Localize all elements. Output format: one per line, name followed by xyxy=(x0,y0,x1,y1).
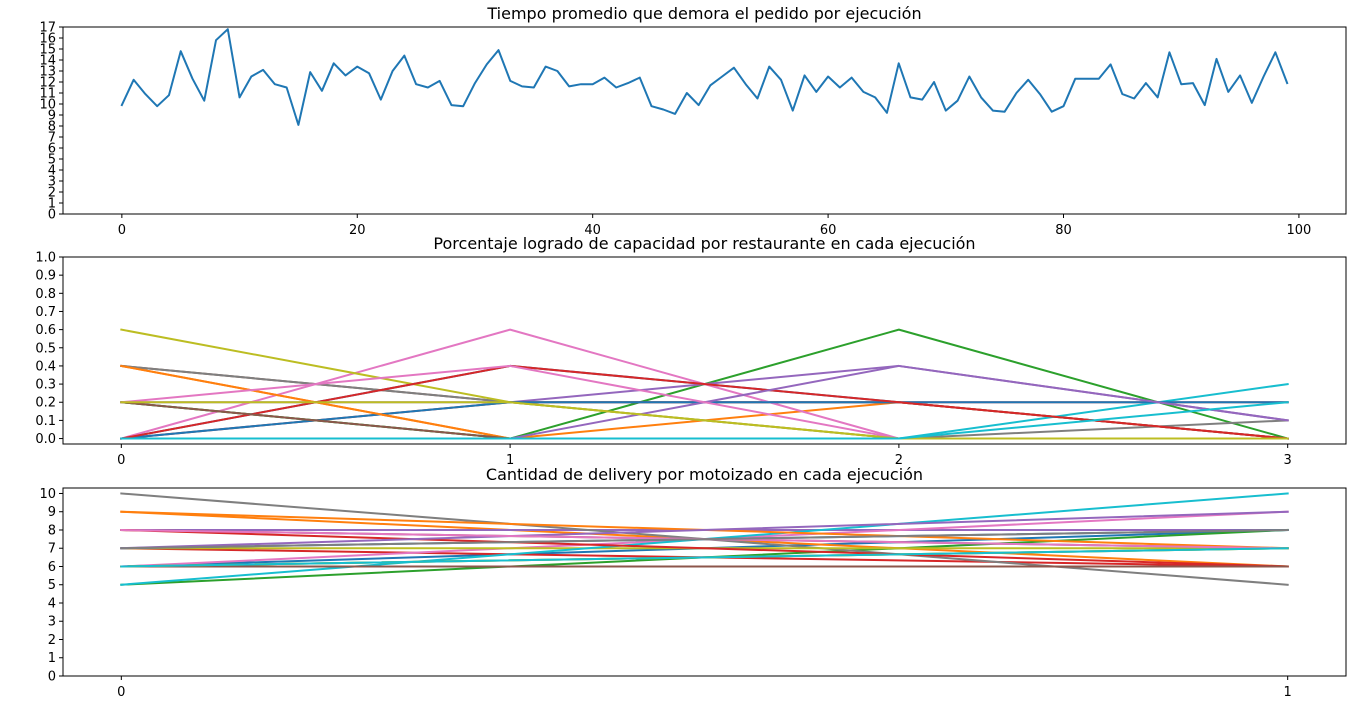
y-tick-label: 2 xyxy=(48,633,56,648)
y-tick-label: 9 xyxy=(48,109,56,124)
axes-frame xyxy=(62,487,1347,677)
y-tick-label: 0.7 xyxy=(35,305,56,320)
y-tick-label: 0.2 xyxy=(35,396,56,411)
x-tick-label: 0 xyxy=(117,685,125,700)
y-tick-label: 3 xyxy=(48,175,56,190)
y-tick-label: 1 xyxy=(48,197,56,212)
chart-title: Tiempo promedio que demora el pedido por… xyxy=(486,4,921,23)
chart-panel-2: Porcentaje logrado de capacidad por rest… xyxy=(35,234,1347,468)
y-tick-label: 12 xyxy=(39,76,56,91)
x-tick-label: 1 xyxy=(1284,685,1292,700)
y-tick-label: 0.4 xyxy=(35,359,56,374)
y-tick-label: 0 xyxy=(48,208,56,223)
y-tick-label: 0.1 xyxy=(35,414,56,429)
x-tick-label: 20 xyxy=(349,223,366,238)
x-tick-label: 100 xyxy=(1287,223,1312,238)
y-tick-label: 7 xyxy=(48,542,56,557)
series-group xyxy=(120,28,1289,126)
chart-title: Porcentaje logrado de capacidad por rest… xyxy=(433,234,975,253)
y-tick-label: 0.6 xyxy=(35,323,56,338)
y-tick-label: 1 xyxy=(48,651,56,666)
y-tick-label: 4 xyxy=(48,596,56,611)
y-tick-label: 6 xyxy=(48,142,56,157)
y-tick-label: 8 xyxy=(48,120,56,135)
series-group xyxy=(120,492,1289,586)
x-tick-label: 3 xyxy=(1284,453,1292,468)
y-tick-label: 6 xyxy=(48,560,56,575)
y-tick-label: 0.5 xyxy=(35,341,56,356)
series-group xyxy=(120,328,1289,440)
y-tick-label: 17 xyxy=(39,21,56,36)
series-line-10 xyxy=(120,382,1289,440)
y-tick-label: 8 xyxy=(48,523,56,538)
y-tick-label: 1.0 xyxy=(35,251,56,266)
y-tick-label: 9 xyxy=(48,505,56,520)
y-tick-label: 16 xyxy=(39,32,56,47)
series-line-20 xyxy=(120,401,1289,440)
y-tick-label: 0 xyxy=(48,670,56,685)
series-line-19 xyxy=(120,401,1289,440)
chart-panel-3: Cantidad de delivery por motoizado en ca… xyxy=(39,465,1347,700)
x-tick-label: 0 xyxy=(118,223,126,238)
y-tick-label: 5 xyxy=(48,153,56,168)
x-tick-label: 80 xyxy=(1055,223,1072,238)
series-line-20 xyxy=(120,547,1289,568)
chart-panel-1: Tiempo promedio que demora el pedido por… xyxy=(39,4,1347,238)
series-line-15 xyxy=(120,510,1289,550)
y-tick-label: 3 xyxy=(48,615,56,630)
series-line-14 xyxy=(120,528,1289,568)
x-tick-label: 0 xyxy=(117,453,125,468)
y-tick-label: 7 xyxy=(48,131,56,146)
y-tick-label: 0.0 xyxy=(35,432,56,447)
x-tick-label: 1 xyxy=(506,453,514,468)
y-tick-label: 4 xyxy=(48,164,56,179)
x-tick-label: 60 xyxy=(820,223,837,238)
series-line-5 xyxy=(120,364,1289,422)
y-tick-label: 0.3 xyxy=(35,378,56,393)
y-tick-label: 14 xyxy=(39,54,56,69)
y-tick-label: 0.9 xyxy=(35,269,56,284)
y-tick-label: 13 xyxy=(39,65,56,80)
x-tick-label: 2 xyxy=(895,453,903,468)
y-tick-label: 2 xyxy=(48,186,56,201)
y-tick-label: 10 xyxy=(39,487,56,502)
y-tick-label: 15 xyxy=(39,43,56,58)
chart-title: Cantidad de delivery por motoizado en ca… xyxy=(486,465,923,484)
y-tick-label: 11 xyxy=(39,87,56,102)
axes-frame xyxy=(62,256,1347,445)
y-tick-label: 10 xyxy=(39,98,56,113)
y-tick-label: 0.8 xyxy=(35,287,56,302)
axes-frame xyxy=(62,26,1347,215)
series-line-1 xyxy=(120,28,1289,126)
y-tick-label: 5 xyxy=(48,578,56,593)
x-tick-label: 40 xyxy=(584,223,601,238)
series-line-18 xyxy=(120,528,1289,550)
